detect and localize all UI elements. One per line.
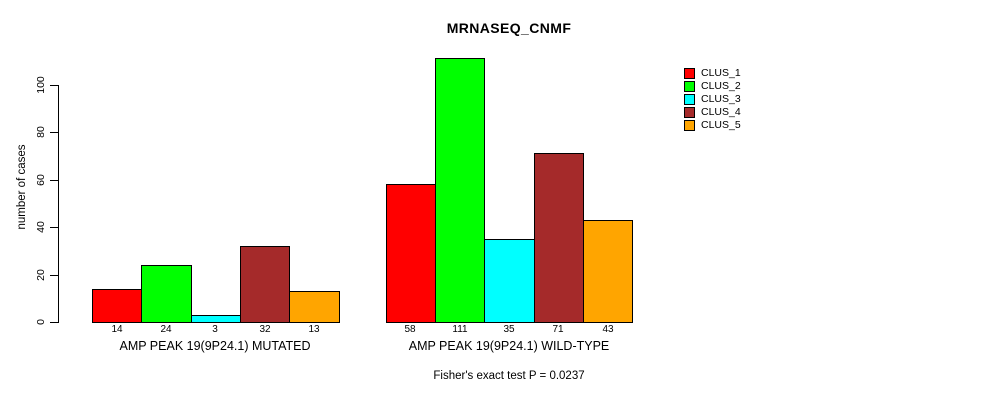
legend-item: CLUS_2 [684, 80, 741, 93]
x-category-label: AMP PEAK 19(9P24.1) WILD-TYPE [408, 339, 610, 353]
y-axis-tick-label: 80 [35, 126, 47, 138]
y-axis-tick [50, 180, 59, 181]
legend-item: CLUS_4 [684, 106, 741, 119]
bar-value-label: 35 [503, 324, 515, 335]
y-axis-tick-label: 20 [35, 269, 47, 281]
fisher-test-annotation: Fisher's exact test P = 0.0237 [433, 370, 585, 382]
bar-value-label: 43 [602, 324, 614, 335]
legend-item: CLUS_1 [684, 67, 741, 80]
y-axis-line [58, 85, 59, 323]
y-axis-tick-label: 100 [35, 76, 47, 94]
chart-title: MRNASEQ_CNMF [446, 20, 572, 36]
x-category-label: AMP PEAK 19(9P24.1) MUTATED [119, 339, 311, 353]
bar-clus_3-group-0 [191, 315, 241, 323]
legend-label: CLUS_1 [701, 67, 741, 79]
legend-item: CLUS_5 [684, 119, 741, 132]
bar-clus_3-group-1 [484, 239, 535, 323]
bar-clus_1-group-0 [92, 289, 142, 323]
legend-swatch-clus_3 [684, 94, 695, 105]
y-axis-tick-label: 0 [35, 319, 47, 325]
y-axis-tick-label: 40 [35, 221, 47, 233]
legend-label: CLUS_3 [701, 93, 741, 105]
y-axis-tick [50, 322, 59, 323]
bar-clus_1-group-1 [386, 184, 436, 323]
legend-label: CLUS_5 [701, 119, 741, 131]
legend-swatch-clus_5 [684, 120, 695, 131]
bar-clus_4-group-1 [534, 153, 584, 323]
y-axis-tick [50, 85, 59, 86]
y-axis-tick-label: 60 [35, 174, 47, 186]
bar-value-label: 24 [160, 324, 172, 335]
bar-value-label: 14 [111, 324, 123, 335]
legend-swatch-clus_2 [684, 81, 695, 92]
legend-item: CLUS_3 [684, 93, 741, 106]
bar-value-label: 58 [404, 324, 416, 335]
bar-value-label: 3 [212, 324, 218, 335]
y-axis-tick [50, 227, 59, 228]
legend: CLUS_1 CLUS_2 CLUS_3 CLUS_4 CLUS_5 [684, 67, 741, 132]
bar-value-label: 32 [259, 324, 271, 335]
y-axis-tick [50, 275, 59, 276]
bar-value-label: 71 [552, 324, 564, 335]
y-axis-tick [50, 132, 59, 133]
bar-clus_4-group-0 [240, 246, 290, 323]
legend-label: CLUS_2 [701, 80, 741, 92]
bar-value-label: 111 [452, 324, 468, 335]
legend-swatch-clus_1 [684, 68, 695, 79]
bar-clus_2-group-0 [141, 265, 192, 323]
bar-clus_5-group-1 [583, 220, 633, 323]
bar-clus_5-group-0 [289, 291, 340, 323]
bar-value-label: 13 [308, 324, 320, 335]
legend-label: CLUS_4 [701, 106, 741, 118]
bar-clus_2-group-1 [435, 58, 485, 323]
legend-swatch-clus_4 [684, 107, 695, 118]
